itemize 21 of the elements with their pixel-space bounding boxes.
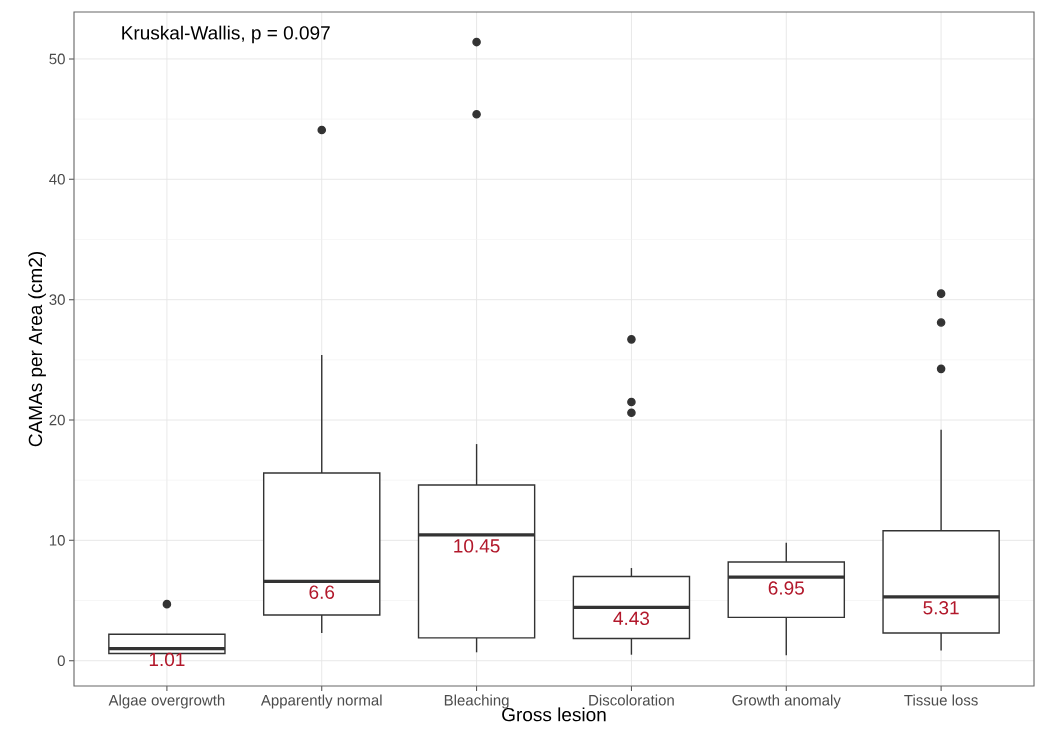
y-tick-label: 0	[57, 655, 65, 667]
text: 4.43	[613, 611, 650, 626]
y-tick-label: 40	[49, 173, 65, 185]
x-tick-label: Apparently normal	[260, 694, 382, 709]
y-tick-label: 20	[49, 414, 65, 426]
x-tick-label: Algae overgrowth	[108, 694, 225, 709]
x-tick-label: Discoloration	[589, 694, 674, 706]
y-tick-label: 30	[49, 294, 65, 305]
text: 10.45	[454, 539, 500, 553]
text: 6.95	[768, 581, 804, 595]
x-tick-label: Bleaching	[444, 694, 509, 709]
text: 5.31	[923, 601, 959, 615]
x-axis-title: Gross lesion	[502, 707, 606, 722]
text: 6.6	[309, 585, 335, 599]
y-tick-label: 50	[49, 53, 65, 65]
text: 1.01	[149, 652, 185, 667]
annotation: Kruskal-Wallis, p = 0.097	[122, 25, 330, 44]
y-tick-label: 10	[49, 535, 65, 546]
x-tick-label: Growth anomaly	[732, 694, 841, 709]
x-tick-label: Tissue loss	[904, 694, 978, 706]
y-axis-title: CAMAs per Area (cm2)	[28, 252, 46, 447]
